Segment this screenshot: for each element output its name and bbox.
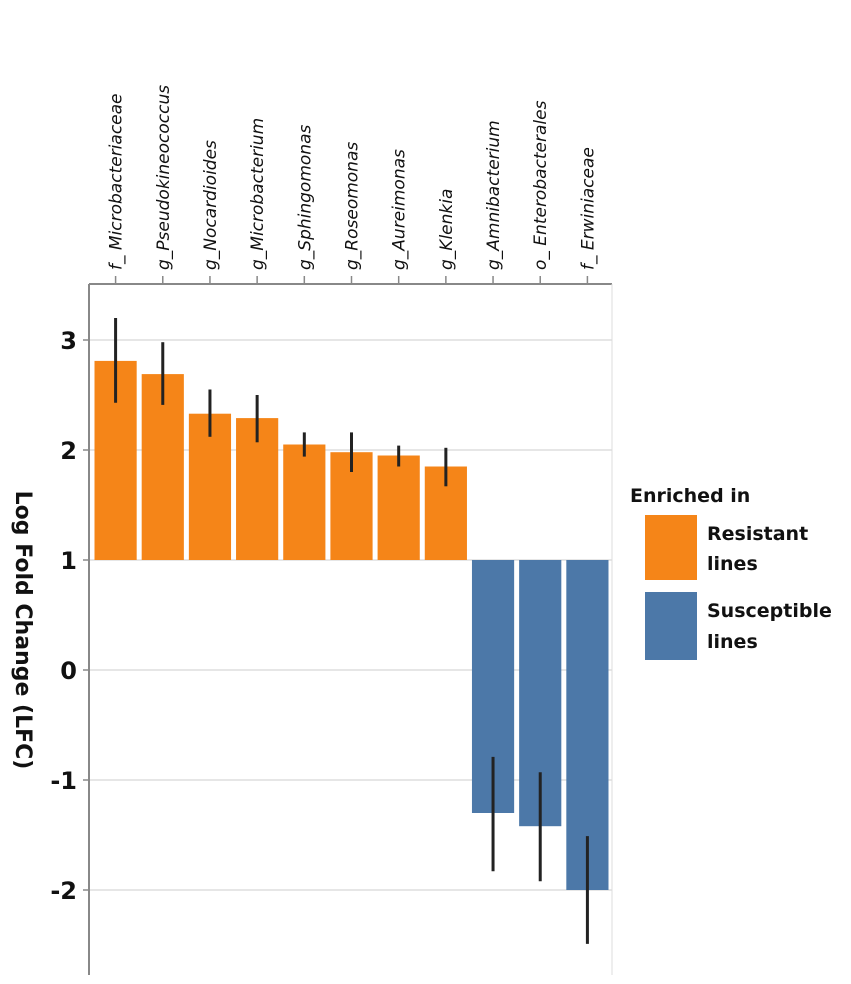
y-tick-label: -2	[50, 877, 77, 905]
category-label: g_Microbacterium	[248, 118, 268, 270]
y-tick-label: 2	[60, 437, 77, 465]
legend-label-resistant-2: lines	[707, 553, 758, 575]
legend: Enriched in Resistant lines Susceptible …	[630, 485, 832, 660]
y-tick-label: -1	[50, 767, 77, 795]
legend-label-resistant-1: Resistant	[707, 523, 808, 545]
legend-swatch-susceptible	[645, 592, 697, 660]
category-label: g_Nocardioides	[201, 140, 221, 270]
category-label: g_Pseudokineococcus	[154, 85, 174, 270]
legend-title: Enriched in	[630, 485, 750, 507]
category-label: g_Sphingomonas	[295, 125, 315, 270]
y-tick-label: 1	[60, 547, 77, 575]
legend-label-susceptible-2: lines	[707, 631, 758, 653]
bar	[566, 560, 609, 890]
category-label: g_Roseomonas	[343, 142, 363, 270]
category-label: g_Klenkia	[437, 189, 457, 270]
bar	[283, 444, 326, 560]
category-label: o_ Enterobacterales	[531, 100, 551, 270]
category-label: f_ Erwiniaceae	[578, 147, 598, 270]
bar	[141, 374, 184, 560]
y-tick-label: 0	[60, 657, 77, 685]
legend-swatch-resistant	[645, 515, 697, 580]
y-axis-label: Log Fold Change (LFC)	[10, 491, 35, 770]
category-label: g_Aureimonas	[390, 149, 410, 270]
bar	[377, 455, 420, 560]
category-label: f_ Microbacteriaceae	[107, 93, 127, 270]
category-label: g_Amnibacterium	[484, 120, 504, 270]
y-tick-label: 3	[60, 327, 77, 355]
legend-label-susceptible-1: Susceptible	[707, 600, 832, 622]
bar	[188, 413, 232, 560]
